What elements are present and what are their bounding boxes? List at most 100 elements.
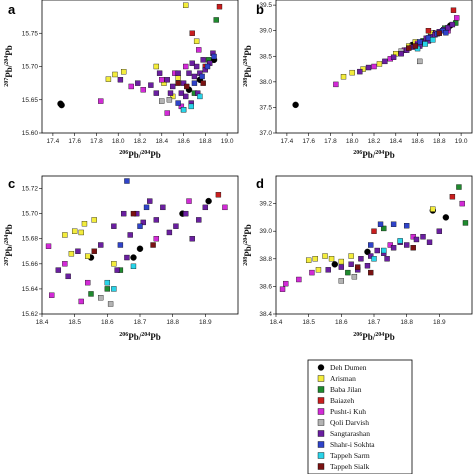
data-point-arisman [340, 74, 347, 80]
data-point-shahr-i-sokhta [124, 178, 130, 184]
data-point-sangtarashan [180, 80, 187, 86]
x-tick-label: 18.5 [302, 319, 315, 326]
data-point-shahr-i-sokhta [417, 39, 423, 45]
data-point-pusht-i-kuh [183, 63, 189, 70]
data-point-pusht-i-kuh [309, 269, 315, 276]
data-point-qoli-darvish [159, 98, 165, 104]
data-point-sangtarashan [186, 70, 192, 76]
data-point-tappeh-sialk [406, 45, 412, 51]
y-tick-label: 15.66 [22, 261, 39, 268]
data-point-sangtarashan [114, 267, 120, 273]
data-point-sangtarashan [135, 80, 141, 86]
x-tick-label: 17.4 [47, 138, 60, 145]
data-point-qoli-darvish [107, 301, 114, 307]
data-point-baiazeh [216, 3, 223, 10]
data-point-tappeh-sialk [412, 43, 419, 49]
data-point-pusht-i-kuh [454, 15, 460, 21]
panel-c-frame [41, 175, 239, 315]
y-tick-label: 38.4 [259, 311, 272, 318]
y-tick-label: 15.65 [22, 97, 39, 104]
x-tick-label: 18.9 [433, 319, 446, 326]
data-point-pusht-i-kuh [159, 77, 165, 83]
data-point-sangtarashan [348, 261, 354, 267]
data-point-pusht-i-kuh [62, 261, 68, 267]
data-point-tappeh-sialk [175, 80, 181, 86]
x-tick-label: 18.4 [36, 319, 49, 326]
data-point-baba-jilan [88, 291, 94, 297]
data-point-arisman [153, 63, 160, 70]
y-tick-label: 15.64 [22, 286, 39, 293]
data-point-qoli-darvish [166, 97, 173, 103]
data-point-shahr-i-sokhta [204, 63, 211, 70]
y-tick-label: 38.5 [259, 53, 272, 60]
data-point-qoli-darvish [417, 58, 423, 65]
x-tick-label: 17.8 [90, 138, 103, 145]
data-point-deh-dumen [205, 197, 212, 205]
panel-a: a 17.4 17.6 17.8 18.0 18.2 18.4 18.6 18.8 19.0 15… [4, 0, 239, 160]
data-point-arisman [78, 229, 84, 236]
data-point-sangtarashan [420, 234, 426, 240]
x-tick-label: 18.8 [400, 319, 413, 326]
panel-a-ylabel: 207Pb/204Pb [4, 45, 14, 87]
x-tick-label: 17.6 [302, 138, 315, 145]
data-point-tappeh-sialk [436, 30, 443, 36]
legend-marker [317, 397, 325, 404]
data-point-sangtarashan [98, 242, 104, 248]
y-tick-label: 38.6 [259, 283, 272, 290]
data-point-shahr-i-sokhta [377, 221, 384, 227]
data-point-sangtarashan [338, 264, 345, 270]
data-point-baba-jilan [104, 286, 111, 292]
panel-d: d 18.4 18.5 18.6 18.7 18.8 18.9 38.4 38.6 38.8 39… [243, 175, 473, 342]
data-point-baba-jilan [213, 17, 219, 23]
y-tick-label: 15.70 [22, 211, 39, 218]
legend-marker [317, 419, 325, 426]
data-point-sangtarashan [403, 242, 410, 248]
data-point-sangtarashan [175, 70, 181, 76]
data-point-shahr-i-sokhta [137, 223, 143, 229]
data-point-pusht-i-kuh [387, 242, 394, 248]
data-point-sangtarashan [382, 58, 388, 65]
data-point-pusht-i-kuh [128, 83, 134, 90]
data-point-arisman [112, 71, 118, 78]
data-point-baiazeh [371, 228, 377, 234]
data-point-sangtarashan [173, 223, 179, 229]
data-point-pusht-i-kuh [49, 292, 55, 298]
panel-b-ticks: 17.4 17.6 17.8 18.0 18.2 18.4 18.6 18.8 19.0 37.0… [259, 2, 467, 145]
data-point-pusht-i-kuh [279, 286, 286, 292]
x-tick-label: 17.6 [68, 138, 81, 145]
legend-label: Shahr-i Sokhta [330, 440, 375, 449]
data-point-deh-dumen [58, 101, 65, 109]
data-point-tappeh-sialk [184, 83, 190, 90]
data-point-arisman [175, 75, 181, 81]
legend-marker [317, 430, 325, 437]
data-point-sangtarashan [183, 93, 189, 100]
panel-d-ticks: 18.4 18.5 18.6 18.7 18.8 18.9 38.4 38.6 38.8 39.0… [259, 201, 446, 326]
x-tick-label: 18.7 [134, 319, 147, 326]
data-point-pusht-i-kuh [45, 243, 52, 249]
legend-label: Qoli Darvish [330, 418, 369, 427]
data-point-tappeh-sarm [430, 37, 436, 43]
data-point-arisman [68, 251, 75, 257]
data-point-sangtarashan [140, 219, 146, 226]
data-point-pusht-i-kuh [140, 87, 146, 93]
data-point-sangtarashan [365, 64, 372, 71]
data-point-tappeh-sarm [397, 238, 403, 244]
data-point-baiazeh [215, 192, 222, 198]
data-point-sangtarashan [200, 57, 206, 63]
data-point-tappeh-sialk [130, 210, 137, 217]
data-point-sangtarashan [153, 90, 160, 96]
legend-label: Sangtarashan [330, 429, 370, 438]
data-point-sangtarashan [358, 256, 364, 262]
legend: Deh Dumen Arisman Baba Jilan Baiazeh Pusht-i… [307, 359, 413, 474]
legend-label: Deh Dumen [330, 363, 367, 372]
data-point-arisman [81, 220, 88, 227]
data-point-sangtarashan [167, 90, 174, 96]
data-point-tappeh-sarm [371, 256, 377, 262]
panel-a-letter: a [8, 2, 16, 17]
panel-c-ylabel: 207Pb/204Pb [4, 224, 14, 266]
x-tick-label: 18.6 [177, 138, 190, 145]
data-point-shahr-i-sokhta [199, 73, 205, 80]
data-point-tappeh-sialk [368, 269, 374, 276]
data-point-sangtarashan [147, 198, 153, 204]
data-point-shahr-i-sokhta [211, 53, 217, 60]
